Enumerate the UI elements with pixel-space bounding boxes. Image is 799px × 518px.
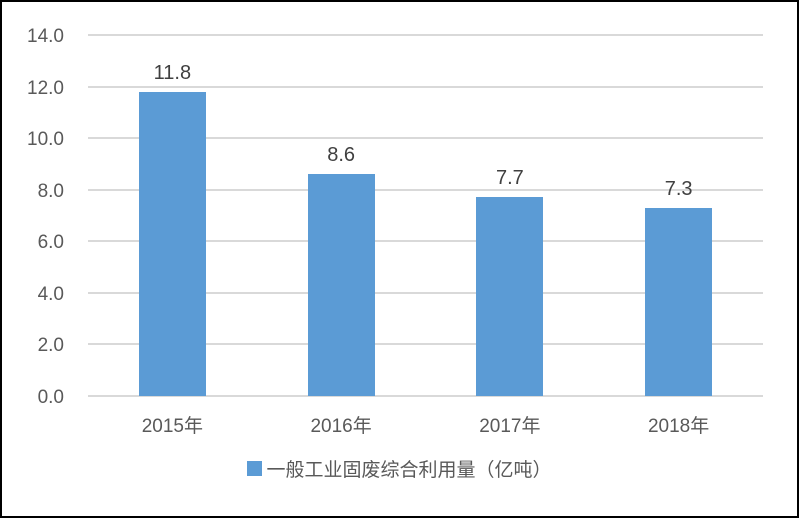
bar	[138, 91, 206, 396]
gridline	[88, 343, 763, 346]
bar-value-label: 7.3	[664, 177, 693, 200]
gridline	[88, 188, 763, 191]
bar-value-label: 7.7	[495, 167, 524, 190]
y-axis-tick-label: 6.0	[37, 232, 64, 254]
x-axis-tick-label: 2018年	[647, 416, 710, 437]
legend-label: 一般工业固废综合利用量（亿吨）	[266, 460, 552, 481]
gridline	[88, 34, 763, 36]
legend: 一般工业固废综合利用量（亿吨）	[2, 455, 797, 482]
y-axis-tick-label: 2.0	[37, 335, 64, 357]
bar	[645, 207, 713, 396]
y-axis-tick-label: 14.0	[27, 26, 64, 47]
gridline	[88, 395, 763, 397]
bar-value-label: 11.8	[153, 61, 192, 84]
gridline	[88, 137, 763, 140]
gridline	[88, 85, 763, 88]
gridline	[88, 240, 763, 243]
y-axis-tick-label: 12.0	[27, 77, 64, 99]
x-axis-tick-label: 2017年	[479, 416, 541, 437]
bar	[476, 197, 544, 396]
y-axis-tick-label: 8.0	[37, 180, 64, 202]
gridline	[88, 291, 763, 294]
x-axis-tick-label: 2016年	[310, 416, 372, 437]
legend-square-icon	[247, 461, 263, 476]
y-axis-tick-label: 10.0	[27, 129, 64, 151]
y-axis-tick-label: 0.0	[37, 387, 64, 408]
y-axis-tick-label: 4.0	[37, 283, 64, 305]
bar-value-label: 8.6	[327, 144, 356, 167]
bar	[307, 174, 375, 396]
x-axis-tick-label: 2015年	[141, 416, 204, 437]
